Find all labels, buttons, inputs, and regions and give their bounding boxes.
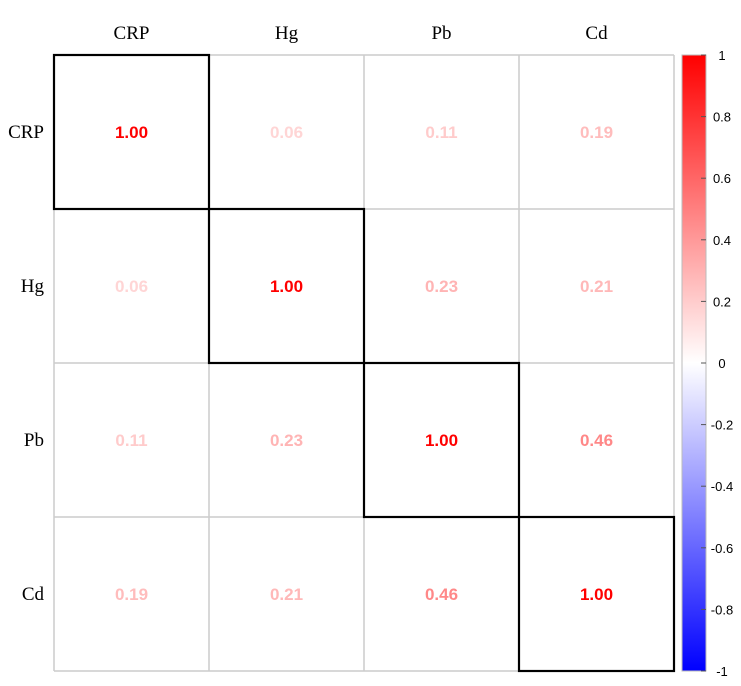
row-label-cd: Cd — [22, 584, 45, 605]
colorbar-tick-label: -0.4 — [711, 479, 733, 494]
row-label-pb: Pb — [24, 430, 44, 451]
cell-value-hg-hg: 1.00 — [270, 277, 303, 296]
diagonal-box-crp — [52, 53, 211, 211]
colorbar-tick-label: 1 — [718, 48, 725, 63]
colorbar-tick-label: 0 — [718, 356, 725, 371]
column-label-cd: Cd — [585, 23, 608, 44]
cell-value-cd-hg: 0.21 — [270, 585, 303, 604]
row-label-hg: Hg — [21, 276, 45, 297]
column-label-crp: CRP — [114, 23, 150, 44]
row-label-crp: CRP — [8, 122, 44, 143]
cell-value-pb-hg: 0.23 — [270, 431, 303, 450]
colorbar-tick-label: 0.8 — [713, 110, 731, 125]
colorbar-tick-label: -1 — [716, 664, 728, 679]
colorbar: 1 0.8 0.6 0.4 0.2 0 -0.2 -0.4 -0.6 -0.8 -1 — [681, 48, 733, 679]
colorbar-tick-label: -0.2 — [711, 418, 733, 433]
cell-value-crp-pb: 0.11 — [425, 123, 457, 142]
cell-value-cd-crp: 0.19 — [115, 585, 148, 604]
column-label-pb: Pb — [431, 23, 451, 44]
diagonal-highlight — [52, 53, 676, 673]
cell-value-hg-cd: 0.21 — [580, 277, 613, 296]
cell-value-hg-crp: 0.06 — [115, 277, 148, 296]
cell-value-crp-crp: 1.00 — [115, 123, 148, 142]
cell-value-cd-pb: 0.46 — [425, 585, 458, 604]
cell-value-pb-pb: 1.00 — [425, 431, 458, 450]
cell-value-hg-pb: 0.23 — [425, 277, 458, 296]
colorbar-tick-label: -0.6 — [711, 541, 733, 556]
colorbar-tick-label: 0.2 — [713, 294, 731, 309]
axis-labels: CRP Hg Pb Cd CRP Hg Pb Cd — [8, 23, 608, 605]
cell-value-crp-cd: 0.19 — [580, 123, 613, 142]
colorbar-tick-label: 0.6 — [713, 171, 731, 186]
diagonal-box-cd — [517, 515, 676, 673]
cell-value-crp-hg: 0.06 — [270, 123, 303, 142]
cell-value-cd-cd: 1.00 — [580, 585, 613, 604]
cell-value-pb-cd: 0.46 — [580, 431, 613, 450]
colorbar-tick-label: 0.4 — [713, 233, 731, 248]
cell-value-pb-crp: 0.11 — [115, 431, 147, 450]
diagonal-box-pb — [362, 361, 521, 519]
heatmap-cells: 1.00 0.06 0.11 0.19 0.06 1.00 0.23 0.21 0.11 0.23… — [115, 123, 613, 604]
diagonal-box-hg — [207, 207, 366, 365]
column-label-hg: Hg — [275, 23, 299, 44]
colorbar-tick-label: -0.8 — [711, 602, 733, 617]
